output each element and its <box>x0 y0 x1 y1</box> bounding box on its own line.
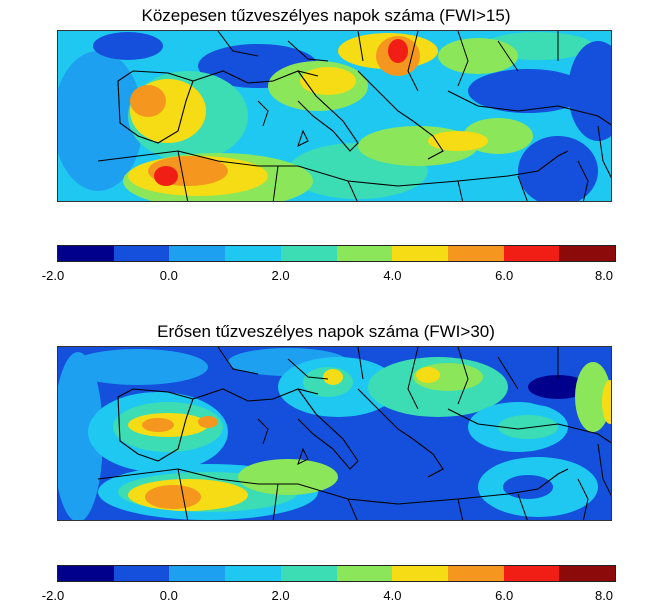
panel2-colorbar-tick-label: 2.0 <box>271 588 290 603</box>
panel1-colorbar-tick-label: 8.0 <box>594 268 614 283</box>
panel1-title: Közepesen tűzveszélyes napok száma (FWI>… <box>141 6 511 25</box>
panel2-colorbar-tick-label: 6.0 <box>495 588 514 603</box>
panel1-map-svg <box>58 31 611 201</box>
panel2-colorbar-segment <box>559 566 616 581</box>
panel2-title: Erősen tűzveszélyes napok száma (FWI>30) <box>157 322 495 341</box>
panel2-colorbar-segment <box>392 566 448 581</box>
panel1-colorbar-segment <box>225 246 281 261</box>
panel1-colorbar-segment <box>169 246 226 261</box>
panel1-colorbar-tick-label: 2.0 <box>271 268 290 283</box>
panel2-colorbar-segment <box>113 566 170 581</box>
panel2-colorbar-segment <box>503 566 560 581</box>
panel1-colorbar-tick-label: 0.0 <box>159 268 178 283</box>
panel2-colorbar-segment <box>169 566 226 581</box>
panel1-colorbar-segment <box>336 246 393 261</box>
panel1-map <box>57 30 612 202</box>
panel2-colorbar-tick-label: 0.0 <box>159 588 178 603</box>
panel1-colorbar <box>57 245 616 262</box>
panel2-colorbar-segment <box>280 566 337 581</box>
panel2-map-svg <box>58 347 611 520</box>
panel1-colorbar-segment <box>280 246 337 261</box>
panel2-map <box>57 346 612 521</box>
panel1-colorbar-segment <box>113 246 170 261</box>
panel1-colorbar-segment <box>559 246 616 261</box>
panel1-colorbar-segment <box>447 246 504 261</box>
panel1-colorbar-segment <box>503 246 560 261</box>
panel2-colorbar-tick-label: 4.0 <box>383 588 402 603</box>
panel2-colorbar-segment <box>58 566 114 581</box>
panel1-colorbar-tick-label: -2.0 <box>41 268 65 283</box>
panel1-colorbar-tick-label: 4.0 <box>383 268 402 283</box>
panel1-colorbar-segment <box>392 246 448 261</box>
panel1-colorbar-tick-label: 6.0 <box>495 268 514 283</box>
panel2-colorbar-segment <box>336 566 393 581</box>
panel2-colorbar-tick-label: -2.0 <box>41 588 65 603</box>
panel2-colorbar <box>57 565 616 582</box>
panel2-colorbar-segment <box>447 566 504 581</box>
panel1-colorbar-segment <box>58 246 114 261</box>
panel2-colorbar-segment <box>225 566 281 581</box>
panel2-colorbar-tick-label: 8.0 <box>594 588 614 603</box>
